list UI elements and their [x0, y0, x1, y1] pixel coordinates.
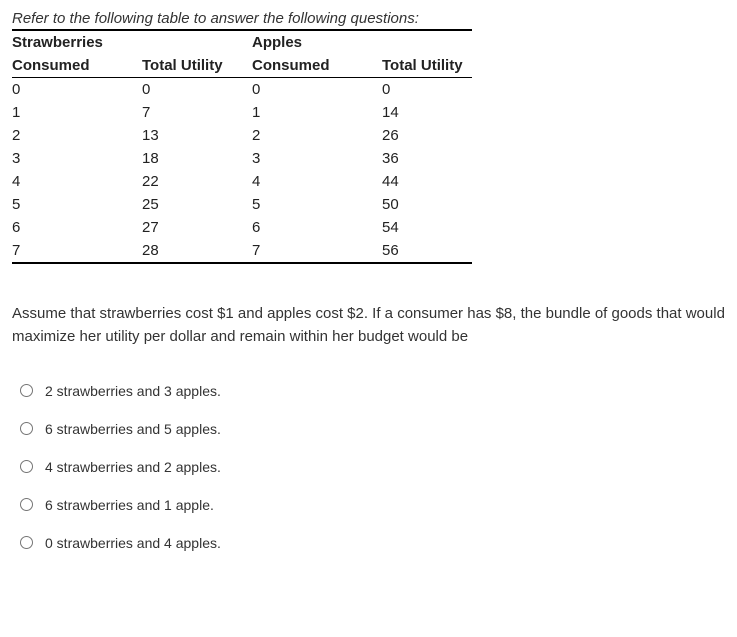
option-row[interactable]: 4 strawberries and 2 apples.: [12, 459, 727, 475]
option-radio-4[interactable]: [20, 536, 33, 549]
cell: 28: [142, 239, 252, 263]
question-text: Assume that strawberries cost $1 and app…: [12, 302, 727, 349]
option-label: 6 strawberries and 1 apple.: [45, 497, 214, 513]
table-header-row-2: Consumed Total Utility Consumed Total Ut…: [12, 54, 472, 78]
table-row: 5 25 5 50: [12, 193, 472, 216]
cell: 7: [252, 239, 382, 263]
table-row: 4 22 4 44: [12, 170, 472, 193]
option-radio-3[interactable]: [20, 498, 33, 511]
header-blank-2: [382, 30, 472, 54]
cell: 50: [382, 193, 472, 216]
table-row: 1 7 1 14: [12, 101, 472, 124]
option-row[interactable]: 0 strawberries and 4 apples.: [12, 535, 727, 551]
cell: 4: [252, 170, 382, 193]
cell: 4: [12, 170, 142, 193]
option-radio-1[interactable]: [20, 422, 33, 435]
cell: 0: [12, 78, 142, 102]
table-row: 2 13 2 26: [12, 124, 472, 147]
header-strawberries: Strawberries: [12, 30, 142, 54]
cell: 5: [252, 193, 382, 216]
cell: 14: [382, 101, 472, 124]
cell: 2: [12, 124, 142, 147]
cell: 22: [142, 170, 252, 193]
cell: 44: [382, 170, 472, 193]
header-total-utility-2: Total Utility: [382, 54, 472, 78]
cell: 0: [142, 78, 252, 102]
table-row: 0 0 0 0: [12, 78, 472, 102]
cell: 7: [12, 239, 142, 263]
cell: 25: [142, 193, 252, 216]
option-row[interactable]: 6 strawberries and 1 apple.: [12, 497, 727, 513]
header-apples: Apples: [252, 30, 382, 54]
cell: 2: [252, 124, 382, 147]
cell: 54: [382, 216, 472, 239]
table-row: 6 27 6 54: [12, 216, 472, 239]
cell: 3: [12, 147, 142, 170]
cell: 0: [252, 78, 382, 102]
cell: 1: [252, 101, 382, 124]
header-consumed-1: Consumed: [12, 54, 142, 78]
cell: 26: [382, 124, 472, 147]
option-row[interactable]: 6 strawberries and 5 apples.: [12, 421, 727, 437]
utility-table: Strawberries Apples Consumed Total Utili…: [12, 29, 472, 264]
instruction-text: Refer to the following table to answer t…: [12, 10, 727, 27]
header-total-utility-1: Total Utility: [142, 54, 252, 78]
option-radio-2[interactable]: [20, 460, 33, 473]
options-group: 2 strawberries and 3 apples. 6 strawberr…: [12, 383, 727, 551]
option-label: 6 strawberries and 5 apples.: [45, 421, 221, 437]
table-row: 7 28 7 56: [12, 239, 472, 263]
option-label: 4 strawberries and 2 apples.: [45, 459, 221, 475]
option-label: 0 strawberries and 4 apples.: [45, 535, 221, 551]
option-radio-0[interactable]: [20, 384, 33, 397]
header-consumed-2: Consumed: [252, 54, 382, 78]
cell: 1: [12, 101, 142, 124]
option-label: 2 strawberries and 3 apples.: [45, 383, 221, 399]
cell: 18: [142, 147, 252, 170]
option-row[interactable]: 2 strawberries and 3 apples.: [12, 383, 727, 399]
cell: 6: [252, 216, 382, 239]
cell: 27: [142, 216, 252, 239]
table-header-row-1: Strawberries Apples: [12, 30, 472, 54]
header-blank-1: [142, 30, 252, 54]
cell: 0: [382, 78, 472, 102]
table-row: 3 18 3 36: [12, 147, 472, 170]
cell: 13: [142, 124, 252, 147]
cell: 5: [12, 193, 142, 216]
cell: 6: [12, 216, 142, 239]
cell: 7: [142, 101, 252, 124]
cell: 3: [252, 147, 382, 170]
cell: 36: [382, 147, 472, 170]
cell: 56: [382, 239, 472, 263]
